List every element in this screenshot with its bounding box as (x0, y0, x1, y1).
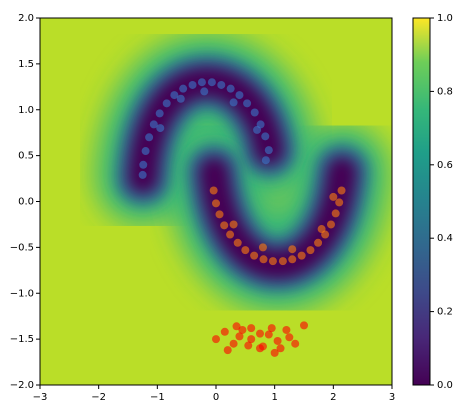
point (162, 99, 171, 108)
point (238, 325, 247, 334)
point (247, 324, 256, 333)
point (267, 324, 276, 333)
point (215, 210, 224, 219)
point (247, 335, 256, 344)
point (268, 257, 277, 266)
colorbar-tick-label: 0.0 (437, 380, 453, 391)
colorbar-tick-label: 0.6 (437, 160, 453, 171)
point (209, 186, 218, 195)
point (212, 199, 220, 208)
colorbar (412, 17, 431, 386)
point (145, 133, 154, 142)
point (331, 209, 340, 218)
x-tick-label: 0 (213, 392, 219, 403)
point (250, 108, 259, 117)
colorbar-tick-label: 0.2 (437, 307, 453, 318)
point (244, 341, 253, 350)
point (337, 186, 346, 195)
point (170, 91, 179, 100)
y-tick-label: 0.5 (18, 151, 34, 162)
point (139, 160, 148, 169)
point (264, 330, 273, 339)
point (261, 156, 270, 165)
point (149, 120, 158, 129)
point (288, 255, 297, 264)
point (329, 192, 338, 201)
point (212, 335, 220, 344)
y-tick-label: −0.5 (10, 242, 34, 253)
point (250, 251, 259, 260)
point (233, 238, 242, 247)
colorbar-tick-label: 0.4 (437, 233, 453, 244)
point (229, 98, 238, 107)
point (232, 322, 241, 331)
point (176, 94, 185, 103)
point (207, 78, 216, 87)
point (306, 246, 315, 255)
point (282, 325, 291, 334)
point (220, 327, 229, 336)
point (226, 84, 235, 93)
point (259, 255, 268, 264)
point (258, 243, 267, 252)
x-tick-label: 1 (271, 392, 277, 403)
x-tick-label: −1 (150, 392, 165, 403)
point (270, 348, 279, 357)
point (197, 78, 206, 87)
x-tick-label: 2 (330, 392, 336, 403)
y-tick-label: 1.0 (18, 105, 34, 116)
point (188, 80, 197, 89)
point (141, 147, 150, 156)
x-tick-label: −2 (91, 392, 106, 403)
point (297, 251, 306, 260)
point (229, 339, 238, 348)
point (261, 132, 270, 141)
point (200, 87, 209, 96)
point (314, 238, 323, 247)
point (235, 91, 244, 100)
colorbar-tick-label: 0.8 (437, 86, 453, 97)
point (155, 109, 164, 118)
point (273, 336, 282, 345)
point (317, 225, 326, 234)
point (243, 99, 252, 108)
y-tick-label: 0.0 (18, 197, 34, 208)
point (256, 329, 264, 338)
point (223, 346, 232, 355)
point (264, 146, 273, 155)
y-tick-label: 2.0 (18, 13, 34, 24)
x-tick-label: 3 (389, 392, 395, 403)
y-tick-label: −1.5 (10, 334, 34, 345)
point (335, 198, 344, 207)
x-tick-label: −3 (33, 392, 48, 403)
colorbar-tick-label: 1.0 (437, 13, 453, 24)
point (300, 321, 308, 330)
scatter-points (138, 78, 346, 357)
point (258, 342, 267, 351)
point (288, 245, 297, 254)
y-tick-label: −1.0 (10, 288, 34, 299)
point (156, 124, 165, 133)
point (229, 220, 238, 229)
point (217, 80, 226, 89)
point (326, 220, 335, 229)
point (253, 125, 262, 134)
point (220, 221, 229, 230)
point (291, 339, 300, 348)
point (138, 170, 147, 179)
point (278, 257, 287, 266)
point (285, 333, 294, 342)
point (179, 84, 188, 93)
point (235, 332, 244, 341)
y-tick-label: −2.0 (10, 380, 34, 391)
point (226, 230, 235, 239)
point (241, 246, 250, 255)
point (276, 344, 285, 353)
y-tick-label: 1.5 (18, 59, 34, 70)
